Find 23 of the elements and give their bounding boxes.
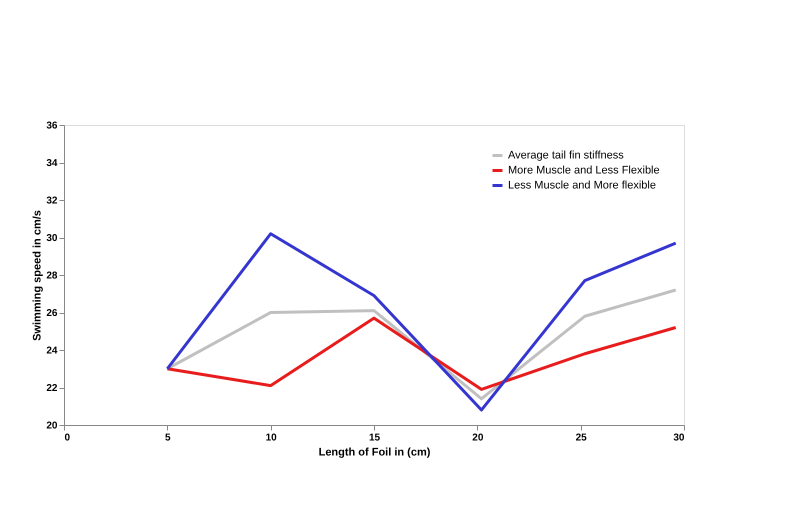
y-tick-label: 24 xyxy=(46,346,58,356)
line-series xyxy=(166,316,678,391)
y-tick-label: 34 xyxy=(46,158,58,169)
y-tick-label: 22 xyxy=(46,383,58,394)
x-tick-label: 15 xyxy=(368,432,380,444)
x-tick-label: 20 xyxy=(472,432,484,444)
y-axis-title: Swimming speed in cm/s xyxy=(31,210,44,341)
legend-label: Less Muscle and More flexible xyxy=(508,180,656,192)
line-series xyxy=(166,232,678,412)
x-tick-label: 0 xyxy=(64,432,70,444)
y-tick-label: 20 xyxy=(46,420,58,432)
x-tick-label: 30 xyxy=(673,432,685,444)
x-axis-title: Length of Foil in (cm) xyxy=(318,446,431,458)
x-tick-label: 5 xyxy=(165,432,172,444)
x-tick-label: 25 xyxy=(576,432,588,444)
y-tick-label: 26 xyxy=(46,308,58,319)
y-tick-label: 28 xyxy=(46,270,58,282)
y-tick-label: 36 xyxy=(46,120,58,132)
x-tick-label: 10 xyxy=(266,432,278,444)
legend-label: Average tail fin stiffness xyxy=(508,150,624,162)
legend-label: More Muscle and Less Flexible xyxy=(508,164,660,176)
y-tick-label: 32 xyxy=(46,196,58,206)
y-tick-label: 30 xyxy=(46,233,58,244)
